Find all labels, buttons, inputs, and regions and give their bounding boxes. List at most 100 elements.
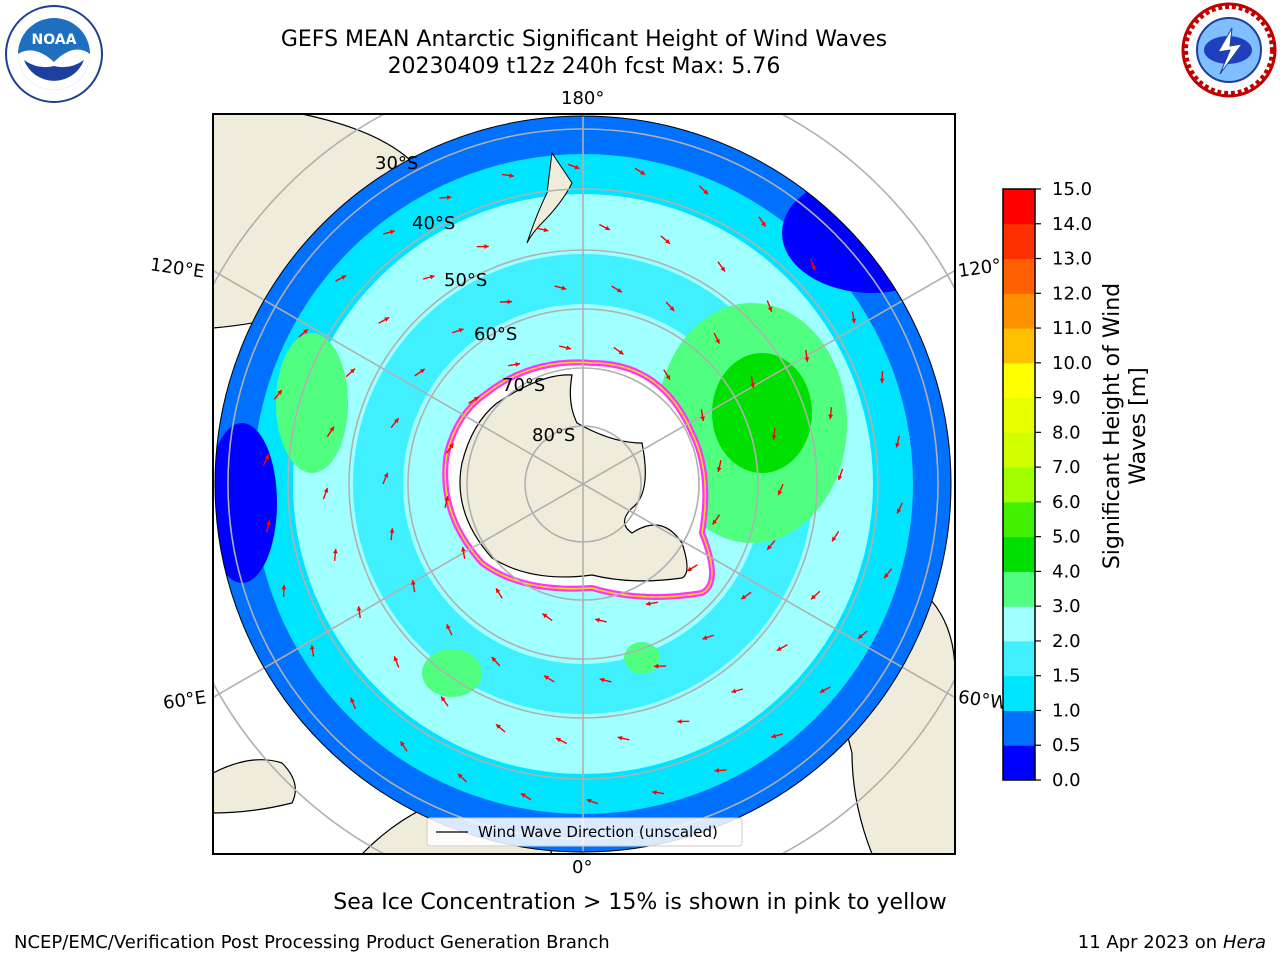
colorbar-tick-label: 3.0 — [1052, 596, 1081, 617]
colorbar-block — [1003, 293, 1035, 329]
wave-direction-arrowhead — [356, 606, 362, 611]
wave-direction-arrowhead — [819, 688, 825, 693]
colorbar-tick-label: 0.0 — [1052, 770, 1081, 791]
wave-direction-arrowhead — [595, 617, 600, 623]
wave-direction-arrowhead — [350, 697, 355, 703]
lon-label-0: 0° — [572, 857, 593, 878]
wave-direction-arrowhead — [832, 536, 837, 542]
colorbar-tick-label: 13.0 — [1052, 249, 1092, 270]
colorbar-tick-label: 0.5 — [1052, 735, 1081, 756]
wave-direction-arrowhead — [804, 357, 810, 362]
lon-label-120w: 120° — [956, 255, 1003, 282]
colorbar-tick-label: 1.0 — [1052, 700, 1081, 721]
nws-logo-icon — [1181, 2, 1277, 98]
lat-label-30: 30°S — [375, 153, 418, 174]
wave-direction-arrowhead — [777, 490, 783, 496]
footer-date-text: 11 Apr 2023 on — [1077, 932, 1218, 953]
colorbar-tick-label: 2.0 — [1052, 631, 1081, 652]
wave-direction-arrowhead — [712, 519, 718, 525]
figure-title-line1: GEFS MEAN Antarctic Significant Height o… — [280, 27, 888, 52]
wave-direction-arrowhead — [895, 442, 900, 448]
wave-direction-arrowhead — [411, 580, 416, 585]
wave-direction-arrowhead — [767, 306, 773, 312]
colorbar: 0.0 0.5 1.0 1.5 2.0 3.0 4.0 5.0 6.0 7.0 8.0 9.0 10.0… — [1002, 180, 1092, 791]
wave-direction-arrowhead — [495, 724, 501, 729]
colorbar-block — [1003, 501, 1035, 538]
wave-direction-arrowhead — [542, 613, 548, 619]
colorbar-block — [1003, 675, 1035, 711]
svg-text:NOAA: NOAA — [32, 32, 77, 48]
wave-direction-arrowhead — [715, 338, 720, 344]
colorbar-tick-label: 15.0 — [1052, 180, 1092, 200]
wave-direction-arrowhead — [509, 173, 514, 178]
wave-direction-arrowhead — [444, 496, 450, 501]
figure-title-line2: 20230409 t12z 240h fcst Max: 5.76 — [387, 54, 781, 79]
wave-direction-arrowhead — [645, 601, 651, 606]
colorbar-block — [1003, 467, 1035, 503]
colorbar-block — [1003, 606, 1035, 642]
wave-direction-arrowhead — [617, 735, 623, 741]
wave-direction-arrowhead — [384, 317, 390, 322]
wave-direction-arrowhead — [457, 773, 463, 779]
wave-direction-arrowhead — [323, 487, 329, 493]
lat-label-60: 60°S — [474, 324, 517, 345]
wave-direction-arrowhead — [750, 383, 755, 388]
wave-direction-arrowhead — [556, 737, 562, 743]
graticule — [212, 113, 956, 855]
wave-direction-arrowhead — [419, 368, 425, 374]
lon-label-180: 180° — [561, 88, 605, 109]
antarctic-wave-map: Wind Wave Direction (unscaled) 30°S 40°S… — [212, 113, 956, 855]
new-zealand-land — [526, 151, 573, 244]
wave-direction-arrowhead — [566, 345, 571, 351]
legend-label: Wind Wave Direction (unscaled) — [478, 823, 718, 841]
colorbar-tick-label: 14.0 — [1052, 214, 1092, 235]
wave-direction-arrowhead — [507, 299, 513, 305]
colorbar-block — [1003, 432, 1035, 468]
wave-direction-arrowhead — [604, 225, 610, 231]
wave-direction-arrowhead — [640, 170, 646, 175]
wave-direction-arrowhead — [716, 467, 722, 472]
lat-label-40: 40°S — [412, 213, 455, 234]
footer-branch: NCEP/EMC/Verification Post Processing Pr… — [14, 932, 610, 953]
map-legend: Wind Wave Direction (unscaled) — [426, 817, 743, 847]
wave-direction-arrowhead — [616, 287, 622, 293]
colorbar-block — [1003, 189, 1035, 225]
wave-direction-arrowhead — [714, 768, 720, 773]
wave-direction-arrowhead — [303, 329, 308, 334]
wave-direction-arrowhead — [383, 472, 389, 478]
wave-direction-arrowhead — [341, 275, 347, 280]
wave-direction-arrowhead — [879, 378, 885, 384]
wave-direction-arrowhead — [394, 418, 399, 424]
colorbar-tick-label: 1.5 — [1052, 666, 1081, 687]
colorbar-block — [1003, 640, 1035, 677]
wave-direction-arrowhead — [461, 546, 466, 552]
wave-direction-arrowhead — [520, 793, 526, 798]
wind-wave-arrows — [262, 163, 904, 805]
wave-direction-arrowhead — [665, 239, 671, 244]
wave-direction-arrowhead — [858, 634, 863, 639]
wave-direction-arrowhead — [329, 426, 334, 432]
wave-direction-arrowhead — [687, 566, 693, 572]
wave-direction-arrowhead — [446, 195, 452, 200]
footer-date: 11 Apr 2023 on Hera — [1078, 932, 1266, 953]
lon-label-60e: 60°E — [161, 687, 208, 714]
madagascar-land — [212, 759, 296, 814]
wave-direction-arrowhead — [473, 396, 479, 402]
wave-direction-arrowhead — [761, 221, 766, 227]
colorbar-block — [1003, 571, 1035, 607]
wave-direction-arrowhead — [543, 227, 549, 233]
colorbar-tick-label: 5.0 — [1052, 527, 1081, 548]
colorbar-tick-label: 10.0 — [1052, 353, 1092, 374]
wave-direction-arrowhead — [574, 164, 580, 170]
wave-direction-arrowhead — [389, 229, 395, 235]
wave-direction-arrowhead — [731, 688, 737, 694]
colorbar-tick-label: 9.0 — [1052, 388, 1081, 409]
wave-direction-arrowhead — [491, 657, 497, 662]
wave-direction-arrowhead — [653, 663, 659, 669]
lat-label-80: 80°S — [532, 425, 575, 446]
wave-direction-arrowhead — [896, 508, 902, 514]
wave-direction-arrowhead — [350, 368, 355, 374]
colorbar-block — [1003, 258, 1035, 294]
wave-direction-arrowhead — [771, 435, 777, 440]
colorbar-title-line2: Waves [m] — [1126, 367, 1151, 485]
